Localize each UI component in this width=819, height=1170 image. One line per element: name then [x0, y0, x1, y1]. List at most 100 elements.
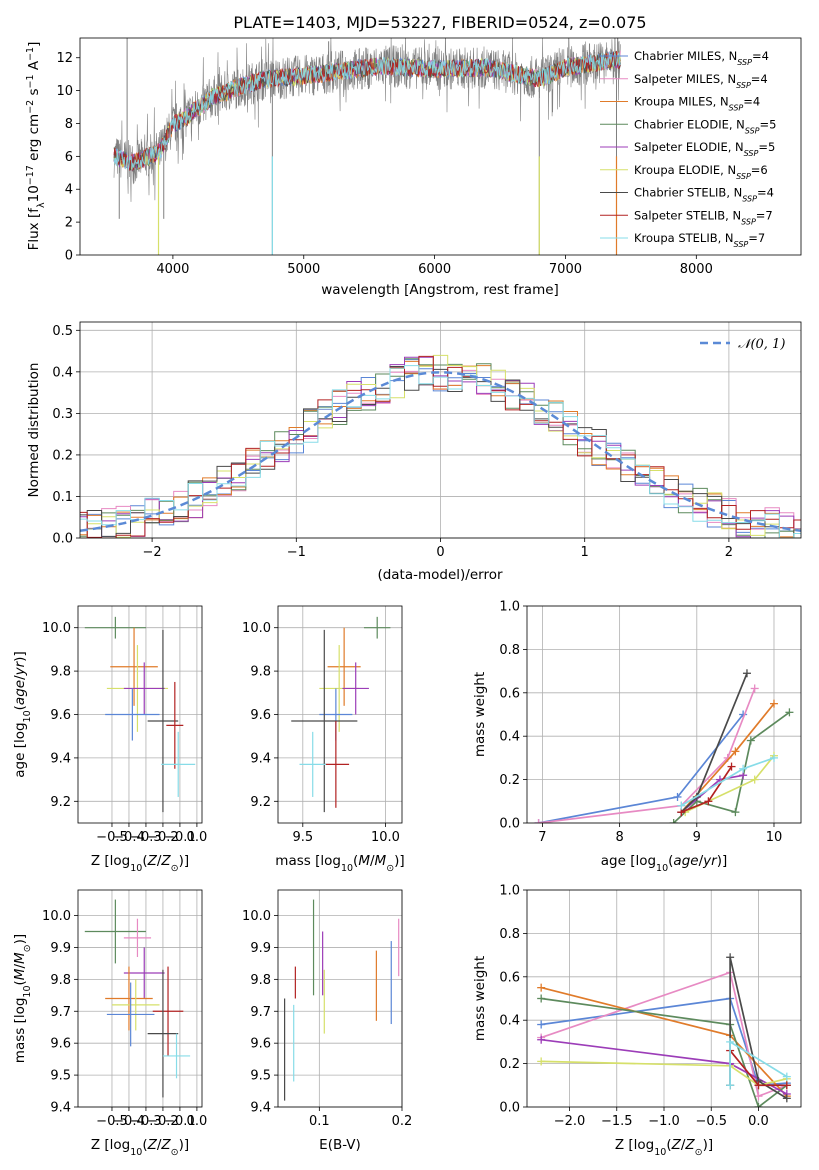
x-tick-label: −2	[143, 545, 162, 560]
residual-histogram-step	[80, 355, 801, 538]
y-tick-label: 0.5	[52, 324, 73, 339]
y-axis-label: age [log10(age/yr)]	[12, 651, 33, 777]
axes-frame	[526, 605, 802, 824]
y-tick-label: 10.0	[42, 909, 71, 924]
residual-histogram-step	[80, 359, 801, 538]
legend-entry: Kroupa STELIB, NSSP=7	[634, 231, 765, 249]
x-tick-label: 2	[725, 545, 733, 560]
x-tick-label: 0.2	[392, 1114, 413, 1129]
x-axis-label: mass [log10(M/M⊙)]	[275, 853, 404, 874]
legend-entry: Kroupa MILES, NSSP=4	[634, 95, 760, 113]
model-spectrum	[113, 50, 621, 171]
y-tick-label: 9.8	[250, 665, 271, 680]
weight-vs-age-panel: 7 8 9 10 0.0 0.2 0.4 0.6 0.8 1.0 age [log10(age/yr…	[472, 600, 802, 874]
y-tick-label: 9.5	[50, 1069, 71, 1084]
y-tick-label: 10.0	[242, 621, 271, 636]
spectrum-legend: Chabrier MILES, NSSP=4 Salpeter MILES, NS…	[600, 49, 776, 249]
y-tick-label: 0.8	[499, 927, 520, 942]
age-vs-mass-panel: 9.5 10.0 9.2 9.4 9.6 9.8 10.0 mass [log10(M/M⊙)…	[242, 605, 405, 874]
y-tick-label: 1.0	[499, 600, 520, 615]
y-tick-label: 9.7	[50, 1005, 71, 1020]
y-tick-label: 0.4	[52, 365, 73, 380]
x-axis-label: (data-model)/error	[377, 567, 503, 583]
model-spectrum	[113, 51, 621, 170]
legend-entry: Salpeter ELODIE, NSSP=5	[634, 140, 775, 158]
weight-line	[538, 688, 756, 823]
axes-frame	[79, 321, 802, 539]
x-tick-label: −1	[287, 545, 306, 560]
y-tick-label: 9.4	[250, 1101, 271, 1116]
axes-frame	[277, 605, 403, 824]
x-axis-label: E(B-V)	[319, 1137, 361, 1153]
x-tick-label: 8	[615, 830, 623, 845]
y-tick-label: 0.3	[52, 407, 73, 422]
y-tick-label: 9.4	[250, 751, 271, 766]
plot-area	[284, 899, 400, 1101]
weight-line	[729, 957, 788, 1100]
x-tick-label: −0.5	[96, 1114, 128, 1129]
y-tick-label: 0.0	[52, 532, 73, 547]
x-tick-label: 0.1	[309, 1114, 330, 1129]
y-tick-label: 9.4	[50, 751, 71, 766]
y-axis-label: Normed distribution	[26, 363, 42, 498]
y-tick-label: 12	[56, 51, 73, 66]
legend-entry: Chabrier ELODIE, NSSP=5	[634, 117, 776, 135]
legend-entry: Salpeter MILES, NSSP=4	[634, 72, 768, 90]
y-tick-label: 9.5	[250, 1069, 271, 1084]
x-tick-label: 5000	[287, 262, 320, 277]
legend-entry: Chabrier MILES, NSSP=4	[634, 49, 769, 67]
axes-frame	[77, 605, 203, 824]
x-tick-label: 1	[581, 545, 589, 560]
y-tick-label: 0.2	[499, 1057, 520, 1072]
residual-histogram-step	[80, 365, 801, 538]
x-tick-label: 9.5	[292, 830, 313, 845]
y-tick-label: 0.2	[499, 773, 520, 788]
x-tick-label: 0.0	[187, 1114, 208, 1129]
y-axis-label: Flux [fλ10−17 erg cm−2 s−1 A−1]	[25, 42, 47, 251]
plot-area	[291, 616, 391, 813]
y-tick-label: 10	[56, 84, 73, 99]
plot-area	[534, 669, 794, 823]
x-axis-label: Z [log10(Z/Z⊙)]	[91, 853, 189, 874]
x-tick-label: 7	[538, 830, 546, 845]
y-tick-label: 6	[65, 150, 73, 165]
y-tick-label: 0.1	[52, 490, 73, 505]
age-vs-metallicity-panel: −0.5−0.4−0.3−0.2−0.10.0 9.2 9.4 9.6 9.8 10.0 Z…	[12, 605, 208, 874]
x-tick-label: 0.0	[748, 1114, 769, 1129]
y-tick-label: 4	[65, 183, 73, 198]
x-tick-label: 10	[766, 830, 783, 845]
spectrum-panel: 4000 5000 6000 7000 8000 0 2 4 6 8 10 12 Chabrier MI…	[25, 37, 802, 298]
y-tick-label: 1.0	[499, 884, 520, 899]
y-tick-label: 0.8	[499, 643, 520, 658]
y-tick-label: 9.7	[250, 1005, 271, 1020]
x-tick-label: −1.5	[601, 1114, 633, 1129]
plot-area	[84, 899, 191, 1098]
weight-line	[541, 997, 788, 1107]
x-tick-label: −0.5	[96, 830, 128, 845]
y-tick-label: 9.8	[50, 973, 71, 988]
y-tick-label: 9.9	[250, 941, 271, 956]
x-tick-label: 0	[436, 545, 444, 560]
y-tick-label: 0	[65, 249, 73, 264]
x-tick-label: 4000	[156, 262, 189, 277]
axes-frame	[79, 37, 802, 256]
y-tick-label: 9.6	[250, 708, 271, 723]
legend-entry: 𝒩(0, 1)	[738, 337, 785, 352]
x-axis-label: age [log10(age/yr)]	[601, 853, 727, 874]
x-axis-label: wavelength [Angstrom, rest frame]	[321, 282, 559, 298]
x-tick-label: −0.4	[113, 1114, 145, 1129]
y-tick-label: 9.6	[250, 1037, 271, 1052]
y-tick-label: 9.8	[50, 665, 71, 680]
x-tick-label: 0.0	[187, 830, 208, 845]
x-tick-label: 9	[693, 830, 701, 845]
legend-entry: Salpeter STELIB, NSSP=7	[634, 208, 773, 226]
y-tick-label: 9.4	[50, 1101, 71, 1116]
weight-vs-metallicity-panel: −2.0 −1.5 −1.0 −0.5 0.0 0.0 0.2 0.4 0.6 0.8 1.0 Z […	[472, 884, 802, 1158]
x-axis-label: Z [log10(Z/Z⊙)]	[91, 1137, 189, 1158]
axes-frame	[526, 889, 802, 1108]
y-axis-label: mass weight	[472, 672, 488, 757]
plot-area	[537, 953, 791, 1107]
y-tick-label: 9.8	[250, 973, 271, 988]
plot-area	[113, 38, 621, 255]
